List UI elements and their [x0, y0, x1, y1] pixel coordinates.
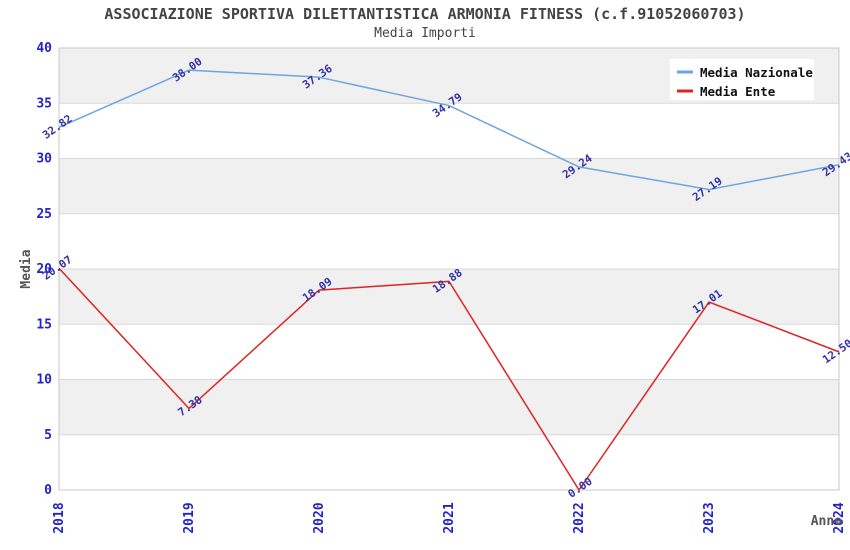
x-tick-label: 2020 [312, 502, 327, 533]
x-tick-label: 2024 [832, 502, 847, 533]
y-tick-label: 10 [36, 373, 52, 388]
chart-subtitle: Media Importi [374, 26, 476, 41]
y-tick-label: 0 [44, 483, 52, 498]
y-tick-label: 15 [36, 317, 52, 332]
plot-band [59, 269, 839, 325]
legend-label-media-nazionale: Media Nazionale [700, 65, 813, 80]
series-line-media-nazionale [58, 69, 840, 191]
y-tick-label: 5 [44, 428, 52, 443]
y-tick-label: 30 [36, 152, 52, 167]
legend-box [670, 59, 814, 100]
x-tick-label: 2019 [182, 502, 197, 533]
plot-grid [58, 47, 840, 491]
plot-band [59, 324, 839, 380]
legend-label-media-ente: Media Ente [700, 84, 776, 99]
plot-band [59, 434, 839, 490]
x-tick-label: 2023 [702, 502, 717, 533]
plot-band [59, 103, 839, 159]
chart-title: ASSOCIAZIONE SPORTIVA DILETTANTISTICA AR… [104, 5, 745, 23]
plot-band [59, 213, 839, 269]
x-tick-label: 2018 [52, 502, 67, 533]
y-tick-label: 40 [36, 41, 52, 56]
plot-bands [59, 48, 839, 490]
series-line-media-ente [58, 267, 840, 491]
y-axis-title: Media [19, 249, 34, 288]
y-tick-label: 20 [36, 262, 52, 277]
axis-ticks: 0 5 10 15 20 25 30 35 40 2018 2019 2020 2021 2022 2023… [36, 41, 847, 534]
legend: Media Nazionale Media Ente [670, 59, 814, 100]
x-tick-label: 2021 [442, 502, 457, 533]
x-axis-title: Anno [811, 514, 842, 529]
x-tick-label: 2022 [572, 502, 587, 533]
plot-band [59, 379, 839, 435]
y-tick-label: 35 [36, 96, 52, 111]
plot-band [59, 158, 839, 214]
y-tick-label: 25 [36, 207, 52, 222]
